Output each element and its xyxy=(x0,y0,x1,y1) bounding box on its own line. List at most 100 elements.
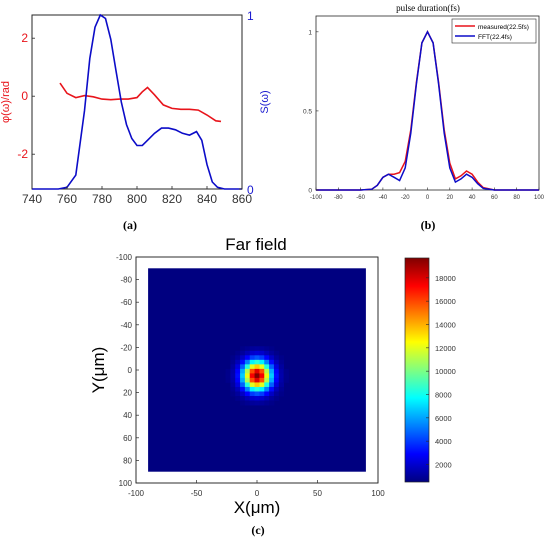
colorbar-tick-label: 14000 xyxy=(435,321,456,330)
heatmap-cell xyxy=(249,346,255,352)
heatmap-cell xyxy=(254,373,260,379)
colorbar-tick-label: 12000 xyxy=(435,344,456,353)
panel-b-xtick-label: 100 xyxy=(534,195,545,201)
colorbar-tick-label: 8000 xyxy=(435,391,452,400)
colorbar-bar xyxy=(404,257,430,483)
panel-a-ytick-label: -2 xyxy=(17,147,28,161)
panel-b-xtick-label: 60 xyxy=(491,195,498,201)
heatmap-cell xyxy=(254,359,260,365)
panel-b-xtick-label: -40 xyxy=(379,195,388,201)
heatmap-cell xyxy=(254,377,260,383)
heatmap-cell xyxy=(259,382,265,388)
heatmap-cell xyxy=(273,386,280,392)
heatmap-cell xyxy=(244,386,251,392)
heatmap-cell xyxy=(249,355,255,361)
heatmap-cell xyxy=(240,382,246,388)
heatmap-cell xyxy=(273,395,280,401)
heatmap-cell xyxy=(244,391,251,397)
panel-a-y2label: S(ω) xyxy=(259,90,271,113)
panel-a: 740 760 780 800 820 840 860 -2 0 2 0 1 φ(ω)/rad S(ω… xyxy=(0,9,271,232)
panel-c-xtick-label: 0 xyxy=(255,489,260,498)
panel-c-title: Far field xyxy=(225,235,286,254)
heatmap-cell xyxy=(249,373,255,379)
heatmap-cell xyxy=(225,373,231,379)
panel-b-ytick-label: 1 xyxy=(308,29,312,36)
heatmap-cell xyxy=(249,395,255,401)
panel-b-xtick-label: -60 xyxy=(356,195,365,201)
heatmap-cell xyxy=(249,368,255,374)
heatmap-cell xyxy=(264,355,270,361)
heatmap-cell xyxy=(230,377,236,383)
panel-b-line-fft xyxy=(316,30,539,191)
heatmap-cell xyxy=(230,359,236,365)
panel-c-ytick-label: -20 xyxy=(120,343,132,352)
heatmap-cell xyxy=(254,364,260,370)
legend-box xyxy=(451,18,537,44)
panel-c-ytick-label: 80 xyxy=(123,456,132,465)
heatmap-cell xyxy=(244,350,251,356)
heatmap-cell xyxy=(254,386,260,392)
heatmap-cell xyxy=(244,377,251,383)
heatmap-cell xyxy=(264,395,270,401)
heatmap-cell xyxy=(249,382,255,388)
heatmap-cell xyxy=(240,346,246,352)
panel-b-plot xyxy=(316,30,539,191)
heatmap-cell xyxy=(240,377,246,383)
heatmap-cell xyxy=(240,395,246,401)
heatmap-cell xyxy=(273,355,280,361)
panel-b-ticks: -100 -80 -60 -40 -20 0 20 40 60 80 100 0 0.5 1 xyxy=(303,29,545,201)
panel-a-plot xyxy=(32,13,242,190)
heatmap-cell xyxy=(269,382,275,388)
panel-a-xtick-label: 740 xyxy=(22,192,42,206)
heatmap-cell xyxy=(235,350,241,356)
heatmap-cell xyxy=(278,391,285,397)
panel-b-xtick-label: -20 xyxy=(401,195,410,201)
panel-b-ytick-label: 0.5 xyxy=(303,108,312,115)
heatmap-cell xyxy=(240,368,246,374)
heatmap-cell xyxy=(273,391,280,397)
heatmap-cell xyxy=(264,377,270,383)
heatmap-cell xyxy=(259,373,265,379)
heatmap-cell xyxy=(240,386,246,392)
heatmap-cell xyxy=(278,359,285,365)
heatmap-cell xyxy=(278,377,285,383)
heatmap-cell xyxy=(240,364,246,370)
heatmap-cell xyxy=(244,400,251,406)
panel-c-caption: (c) xyxy=(251,523,264,537)
heatmap-cell xyxy=(254,346,260,352)
heatmap-cell xyxy=(249,386,255,392)
panel-b-xtick-label: 20 xyxy=(446,195,453,201)
heatmap-cell xyxy=(259,364,265,370)
heatmap-cell xyxy=(244,368,251,374)
heatmap-cell xyxy=(273,364,280,370)
panel-b-caption: (b) xyxy=(421,218,436,232)
panel-a-axes-box xyxy=(31,14,243,190)
heatmap-cell xyxy=(249,377,255,383)
panel-c-ytick-label: -80 xyxy=(120,276,132,285)
panel-c-heatmap xyxy=(148,268,366,472)
panel-b-xtick-label: 80 xyxy=(513,195,520,201)
heatmap-cell xyxy=(264,364,270,370)
heatmap-cell xyxy=(264,373,270,379)
panel-c-xtick-label: -50 xyxy=(191,489,203,498)
panel-c-ytick-label: 60 xyxy=(123,434,132,443)
heatmap-cell xyxy=(230,386,236,392)
heatmap-cell xyxy=(225,368,231,374)
heatmap-cell xyxy=(240,355,246,361)
panel-a-ticks: 740 760 780 800 820 840 860 -2 0 2 0 1 xyxy=(17,9,254,206)
panel-b: pulse duration(fs) -100 -80 -60 -40 -20 0 20 40… xyxy=(303,3,545,232)
heatmap-cell xyxy=(269,400,275,406)
heatmap-cell xyxy=(264,391,270,397)
panel-c-xtick-label: 50 xyxy=(313,489,322,498)
colorbar-tick-label: 4000 xyxy=(435,437,452,446)
heatmap-cell xyxy=(269,355,275,361)
panel-a-y2tick-label: 1 xyxy=(247,9,254,23)
heatmap-cell xyxy=(259,377,265,383)
heatmap-cell xyxy=(264,400,270,406)
heatmap-cell xyxy=(278,355,285,361)
heatmap-cell xyxy=(283,373,289,379)
panel-a-line-spectrum xyxy=(32,13,242,190)
heatmap-cell xyxy=(254,355,260,361)
heatmap-cell xyxy=(269,346,275,352)
heatmap-cell xyxy=(283,368,289,374)
